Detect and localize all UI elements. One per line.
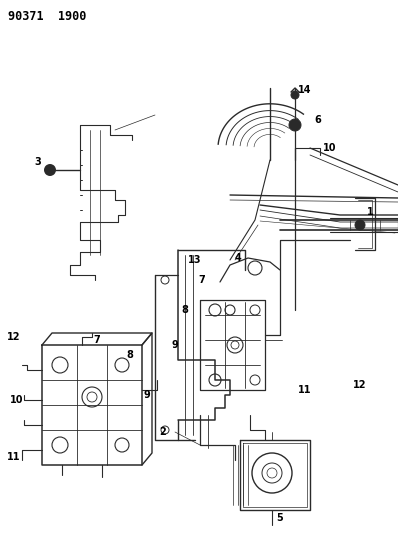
Circle shape: [355, 220, 365, 230]
Text: 4: 4: [235, 253, 241, 263]
Text: 1: 1: [367, 207, 373, 217]
Text: 13: 13: [188, 255, 202, 265]
Text: 9: 9: [172, 340, 178, 350]
Text: 12: 12: [353, 380, 367, 390]
Text: 7: 7: [199, 275, 205, 285]
Text: 12: 12: [7, 332, 21, 342]
Text: 9: 9: [144, 390, 150, 400]
Text: 5: 5: [277, 513, 283, 523]
Text: 8: 8: [127, 350, 133, 360]
Circle shape: [44, 164, 56, 176]
Text: 10: 10: [323, 143, 337, 153]
Circle shape: [289, 119, 301, 131]
Text: 10: 10: [10, 395, 24, 405]
Text: 11: 11: [7, 452, 21, 462]
Text: 11: 11: [298, 385, 312, 395]
Text: 3: 3: [35, 157, 41, 167]
Text: 7: 7: [94, 335, 100, 345]
Text: 2: 2: [160, 427, 166, 437]
Text: 90371  1900: 90371 1900: [8, 10, 86, 23]
Circle shape: [291, 91, 299, 99]
Text: 8: 8: [181, 305, 188, 315]
Text: 14: 14: [298, 85, 312, 95]
Text: 6: 6: [315, 115, 321, 125]
